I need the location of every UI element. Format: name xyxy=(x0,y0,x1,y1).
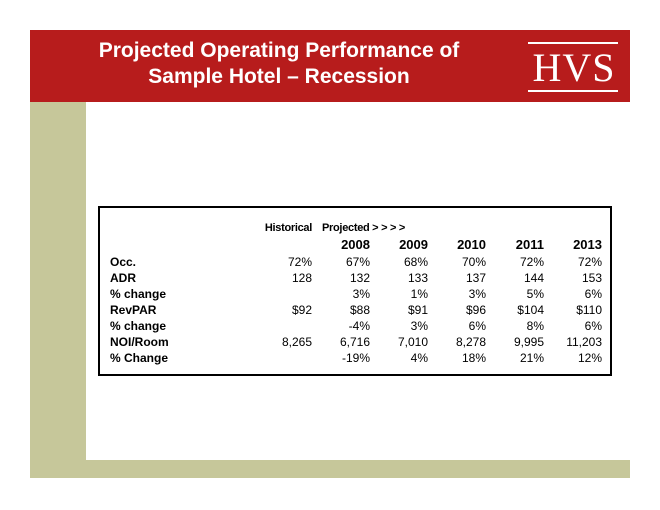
projected-value: $104 xyxy=(517,303,544,317)
row-label: % Change xyxy=(110,351,169,365)
row-label: % change xyxy=(110,319,167,333)
row-label: % change xyxy=(110,287,167,301)
table-row: % change -4% 3% 6% 8% 6% xyxy=(110,318,602,334)
historical-value xyxy=(240,286,312,302)
projected-value: 18% xyxy=(461,351,486,365)
projected-value: 133 xyxy=(407,271,428,285)
logo-bottom-rule xyxy=(528,90,618,92)
projected-value: 3% xyxy=(468,287,486,301)
slide-title: Projected Operating Performance of Sampl… xyxy=(30,38,528,90)
projected-value: 6% xyxy=(468,319,486,333)
projected-value: 68% xyxy=(403,255,428,269)
projected-value: 6% xyxy=(584,287,602,301)
projected-value: 21% xyxy=(519,351,544,365)
projected-value: 11,203 xyxy=(566,335,602,349)
projected-value: 3% xyxy=(410,319,428,333)
year-header: 2011 xyxy=(515,237,544,252)
table-row: NOI/Room 8,265 6,716 7,010 8,278 9,995 11,203 xyxy=(110,334,602,350)
title-bar: Projected Operating Performance of Sampl… xyxy=(30,30,630,102)
table-row: % change 3% 1% 3% 5% 6% xyxy=(110,286,602,302)
projected-value: 9,995 xyxy=(513,335,544,349)
row-label: Occ. xyxy=(110,255,137,269)
row-label: RevPAR xyxy=(110,303,157,317)
historical-value: 128 xyxy=(291,271,312,285)
year-header: 2013 xyxy=(573,237,602,252)
year-header-row: 2008 2009 2010 2011 2013 xyxy=(110,236,602,254)
table-header-row: Historical Projected > > > > xyxy=(110,220,602,236)
projected-value: 12% xyxy=(577,351,602,365)
projected-value: 1% xyxy=(410,287,428,301)
year-header: 2009 xyxy=(399,237,428,252)
projected-value: $110 xyxy=(576,303,602,317)
projected-value: 4% xyxy=(410,351,428,365)
hvs-logo: HVS xyxy=(522,38,626,94)
table-row: RevPAR $92 $88 $91 $96 $104 $110 xyxy=(110,302,602,318)
historical-value: 8,265 xyxy=(281,335,312,349)
projected-value: -19% xyxy=(341,351,370,365)
projected-value: 153 xyxy=(581,271,602,285)
projected-value: 70% xyxy=(461,255,486,269)
performance-table: Historical Projected > > > > 2008 2009 2… xyxy=(110,220,602,366)
slide-title-line-2: Sample Hotel – Recession xyxy=(148,65,410,88)
projected-value: $88 xyxy=(349,303,370,317)
year-header: 2010 xyxy=(457,237,486,252)
left-accent-band xyxy=(30,102,86,478)
projected-value: 8% xyxy=(526,319,544,333)
bottom-accent-band xyxy=(30,460,630,478)
projected-value: 132 xyxy=(349,271,370,285)
projected-value: 6% xyxy=(584,319,602,333)
projected-value: 6,716 xyxy=(339,335,370,349)
table-row: % Change -19% 4% 18% 21% 12% xyxy=(110,350,602,366)
performance-table-box: Historical Projected > > > > 2008 2009 2… xyxy=(98,206,612,376)
projected-value: -4% xyxy=(348,319,370,333)
historical-value: 72% xyxy=(287,255,312,269)
logo-text: HVS xyxy=(532,45,616,90)
logo-top-rule xyxy=(528,42,618,44)
projected-value: 137 xyxy=(465,271,486,285)
slide-title-line-1: Projected Operating Performance of xyxy=(98,39,460,62)
table-row: Occ. 72% 67% 68% 70% 72% 72% xyxy=(110,254,602,270)
row-label: NOI/Room xyxy=(110,335,169,349)
projected-value: $91 xyxy=(407,303,428,317)
historical-header: Historical xyxy=(264,222,312,234)
historical-value xyxy=(240,318,312,334)
year-header: 2008 xyxy=(341,237,370,252)
table-row: ADR 128 132 133 137 144 153 xyxy=(110,270,602,286)
projected-value: $96 xyxy=(465,303,486,317)
projected-value: 67% xyxy=(345,255,370,269)
historical-value: $92 xyxy=(291,303,312,317)
row-label: ADR xyxy=(110,271,136,285)
projected-value: 5% xyxy=(526,287,544,301)
projected-header: Projected > > > > xyxy=(322,222,405,234)
historical-value xyxy=(240,350,312,366)
projected-value: 7,010 xyxy=(397,335,428,349)
projected-value: 72% xyxy=(519,255,544,269)
projected-value: 8,278 xyxy=(455,335,486,349)
projected-value: 72% xyxy=(577,255,602,269)
projected-value: 3% xyxy=(352,287,370,301)
projected-value: 144 xyxy=(523,271,544,285)
